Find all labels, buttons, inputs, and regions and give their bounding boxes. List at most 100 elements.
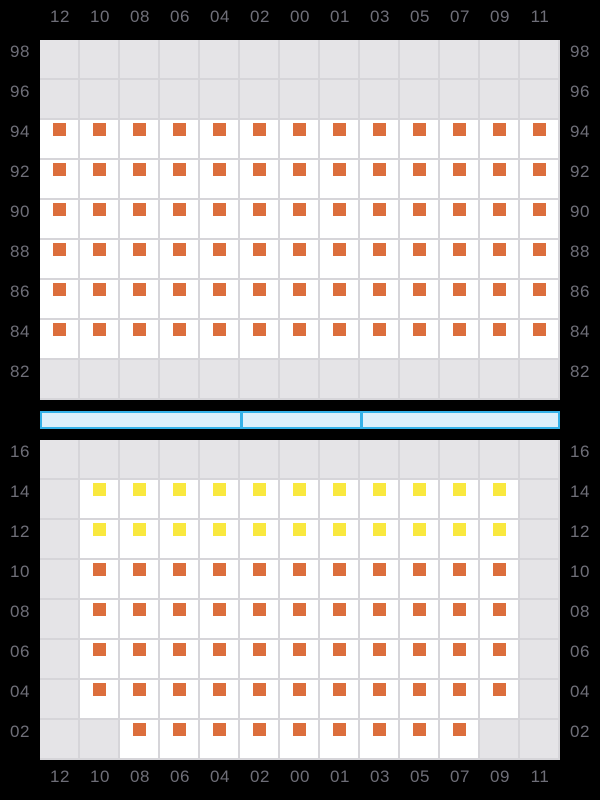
grid-cell-02-08[interactable] xyxy=(120,720,160,760)
grid-cell-08-03[interactable] xyxy=(360,600,400,640)
grid-cell-90-07[interactable] xyxy=(440,200,480,240)
grid-cell-86-02[interactable] xyxy=(240,280,280,320)
grid-cell-86-01[interactable] xyxy=(320,280,360,320)
grid-cell-84-07[interactable] xyxy=(440,320,480,360)
grid-cell-94-03[interactable] xyxy=(360,120,400,160)
grid-cell-94-05[interactable] xyxy=(400,120,440,160)
grid-cell-90-12[interactable] xyxy=(40,200,80,240)
grid-cell-12-02[interactable] xyxy=(240,520,280,560)
grid-cell-84-06[interactable] xyxy=(160,320,200,360)
grid-cell-08-04[interactable] xyxy=(200,600,240,640)
grid-cell-94-12[interactable] xyxy=(40,120,80,160)
grid-cell-90-11[interactable] xyxy=(520,200,560,240)
grid-cell-88-10[interactable] xyxy=(80,240,120,280)
grid-cell-10-00[interactable] xyxy=(280,560,320,600)
grid-cell-02-05[interactable] xyxy=(400,720,440,760)
grid-cell-02-02[interactable] xyxy=(240,720,280,760)
grid-cell-10-07[interactable] xyxy=(440,560,480,600)
grid-cell-86-03[interactable] xyxy=(360,280,400,320)
grid-cell-08-02[interactable] xyxy=(240,600,280,640)
grid-cell-04-04[interactable] xyxy=(200,680,240,720)
grid-cell-90-08[interactable] xyxy=(120,200,160,240)
grid-cell-92-06[interactable] xyxy=(160,160,200,200)
grid-cell-02-07[interactable] xyxy=(440,720,480,760)
grid-cell-92-08[interactable] xyxy=(120,160,160,200)
grid-cell-06-05[interactable] xyxy=(400,640,440,680)
grid-cell-06-07[interactable] xyxy=(440,640,480,680)
grid-cell-14-03[interactable] xyxy=(360,480,400,520)
grid-cell-86-09[interactable] xyxy=(480,280,520,320)
grid-cell-84-01[interactable] xyxy=(320,320,360,360)
grid-cell-88-00[interactable] xyxy=(280,240,320,280)
grid-cell-04-01[interactable] xyxy=(320,680,360,720)
grid-cell-14-04[interactable] xyxy=(200,480,240,520)
grid-cell-10-09[interactable] xyxy=(480,560,520,600)
grid-cell-12-08[interactable] xyxy=(120,520,160,560)
grid-cell-90-10[interactable] xyxy=(80,200,120,240)
grid-cell-04-10[interactable] xyxy=(80,680,120,720)
grid-cell-94-08[interactable] xyxy=(120,120,160,160)
grid-cell-90-01[interactable] xyxy=(320,200,360,240)
grid-cell-90-03[interactable] xyxy=(360,200,400,240)
grid-cell-88-05[interactable] xyxy=(400,240,440,280)
grid-cell-84-03[interactable] xyxy=(360,320,400,360)
grid-cell-08-10[interactable] xyxy=(80,600,120,640)
grid-cell-04-07[interactable] xyxy=(440,680,480,720)
grid-cell-84-12[interactable] xyxy=(40,320,80,360)
grid-cell-84-10[interactable] xyxy=(80,320,120,360)
grid-cell-04-02[interactable] xyxy=(240,680,280,720)
grid-cell-90-06[interactable] xyxy=(160,200,200,240)
grid-cell-06-06[interactable] xyxy=(160,640,200,680)
grid-cell-06-08[interactable] xyxy=(120,640,160,680)
grid-cell-92-10[interactable] xyxy=(80,160,120,200)
grid-cell-94-11[interactable] xyxy=(520,120,560,160)
grid-cell-08-01[interactable] xyxy=(320,600,360,640)
grid-cell-14-09[interactable] xyxy=(480,480,520,520)
grid-cell-92-01[interactable] xyxy=(320,160,360,200)
grid-cell-92-02[interactable] xyxy=(240,160,280,200)
grid-cell-12-04[interactable] xyxy=(200,520,240,560)
grid-cell-88-04[interactable] xyxy=(200,240,240,280)
grid-cell-94-07[interactable] xyxy=(440,120,480,160)
grid-cell-90-05[interactable] xyxy=(400,200,440,240)
grid-cell-88-08[interactable] xyxy=(120,240,160,280)
grid-cell-92-05[interactable] xyxy=(400,160,440,200)
grid-cell-14-08[interactable] xyxy=(120,480,160,520)
grid-cell-94-10[interactable] xyxy=(80,120,120,160)
grid-cell-86-06[interactable] xyxy=(160,280,200,320)
grid-cell-90-00[interactable] xyxy=(280,200,320,240)
grid-cell-94-01[interactable] xyxy=(320,120,360,160)
grid-cell-02-00[interactable] xyxy=(280,720,320,760)
grid-cell-86-05[interactable] xyxy=(400,280,440,320)
grid-cell-04-09[interactable] xyxy=(480,680,520,720)
grid-cell-06-02[interactable] xyxy=(240,640,280,680)
grid-cell-06-01[interactable] xyxy=(320,640,360,680)
grid-cell-12-06[interactable] xyxy=(160,520,200,560)
grid-cell-10-04[interactable] xyxy=(200,560,240,600)
grid-cell-12-00[interactable] xyxy=(280,520,320,560)
grid-cell-86-00[interactable] xyxy=(280,280,320,320)
grid-cell-86-12[interactable] xyxy=(40,280,80,320)
grid-cell-02-04[interactable] xyxy=(200,720,240,760)
grid-cell-90-04[interactable] xyxy=(200,200,240,240)
grid-cell-84-02[interactable] xyxy=(240,320,280,360)
grid-cell-08-00[interactable] xyxy=(280,600,320,640)
grid-cell-06-09[interactable] xyxy=(480,640,520,680)
grid-cell-12-01[interactable] xyxy=(320,520,360,560)
grid-cell-06-04[interactable] xyxy=(200,640,240,680)
grid-cell-08-07[interactable] xyxy=(440,600,480,640)
grid-cell-94-06[interactable] xyxy=(160,120,200,160)
grid-cell-10-06[interactable] xyxy=(160,560,200,600)
grid-cell-14-02[interactable] xyxy=(240,480,280,520)
grid-cell-06-10[interactable] xyxy=(80,640,120,680)
grid-cell-94-09[interactable] xyxy=(480,120,520,160)
grid-cell-86-08[interactable] xyxy=(120,280,160,320)
grid-cell-10-02[interactable] xyxy=(240,560,280,600)
grid-cell-92-03[interactable] xyxy=(360,160,400,200)
grid-cell-14-07[interactable] xyxy=(440,480,480,520)
grid-cell-12-09[interactable] xyxy=(480,520,520,560)
grid-cell-02-01[interactable] xyxy=(320,720,360,760)
grid-cell-14-06[interactable] xyxy=(160,480,200,520)
grid-cell-08-06[interactable] xyxy=(160,600,200,640)
grid-cell-88-07[interactable] xyxy=(440,240,480,280)
